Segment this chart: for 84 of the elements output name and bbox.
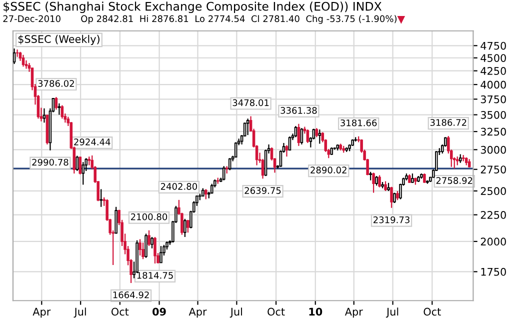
candlestick xyxy=(154,236,156,264)
candlestick xyxy=(13,48,16,65)
candlestick xyxy=(396,190,399,201)
annotation: 2639.75 xyxy=(244,187,281,194)
x-tick-label: Jul xyxy=(386,308,398,318)
candlestick xyxy=(285,144,288,158)
candlestick xyxy=(58,102,61,116)
candlestick xyxy=(306,128,310,144)
x-tick-label: Oct xyxy=(112,308,129,316)
candlestick xyxy=(184,218,186,238)
candlestick xyxy=(142,242,144,260)
annotation: 2758.92 xyxy=(436,177,472,184)
y-tick-label: 4250 xyxy=(480,67,506,75)
annotation: 3186.72 xyxy=(430,119,466,126)
candlestick xyxy=(186,219,190,234)
candlestick xyxy=(54,96,58,110)
x-tick-label: Jul xyxy=(230,308,242,318)
text: Op 2842.81 Hi 2876.81 Lo 2774.54 Cl 2781.40 Chg -53.75 (-1.90%) xyxy=(81,15,397,24)
candlestick xyxy=(222,166,226,181)
annotation: 3361.38 xyxy=(280,107,317,114)
annotation: 2319.73 xyxy=(374,216,410,224)
y-tick-label: 4500 xyxy=(480,54,506,62)
candlestick xyxy=(300,128,304,145)
chart-subtitle: 27-Dec-2010 xyxy=(3,15,60,22)
y-tick-label: 2250 xyxy=(480,211,506,219)
candlestick xyxy=(138,238,142,256)
candlestick xyxy=(384,180,387,192)
candlestick xyxy=(234,142,238,158)
candlestick xyxy=(148,230,150,247)
annotation: 2924.44 xyxy=(74,138,110,146)
x-tick-label: Apr xyxy=(32,308,51,318)
candlestick xyxy=(315,128,318,138)
candlestick xyxy=(100,188,102,208)
x-tick-label: Apr xyxy=(344,308,363,318)
candlestick xyxy=(60,104,64,120)
candlestick xyxy=(246,118,250,136)
candlestick xyxy=(150,236,154,249)
annotation: 2990.78 xyxy=(32,158,68,166)
candlestick xyxy=(160,245,162,264)
candlestick xyxy=(372,172,375,194)
candlestick xyxy=(390,186,393,208)
x-tick-label: 10 xyxy=(309,308,322,316)
candlestick xyxy=(411,172,414,184)
candlestick xyxy=(297,123,300,146)
y-tick-label: 2750 xyxy=(480,166,506,174)
candlestick xyxy=(82,162,85,186)
candlestick xyxy=(423,172,426,184)
x-tick-label: Oct xyxy=(424,308,441,316)
annotation: 1664.92 xyxy=(113,291,149,298)
candlestick xyxy=(318,128,322,144)
annotation: 2890.02 xyxy=(310,166,346,174)
annotation: 3478.01 xyxy=(232,99,269,106)
y-tick-label: 3250 xyxy=(480,128,506,136)
annotation: 3786.02 xyxy=(38,80,74,87)
y-tick-label: 3500 xyxy=(480,110,506,119)
y-tick-label: 4750 xyxy=(480,42,506,50)
candlestick xyxy=(76,155,79,172)
candlestick xyxy=(114,206,118,234)
y-tick-label: 3750 xyxy=(480,95,506,104)
annotation: 2100.80 xyxy=(131,213,168,220)
y-tick-label: 2500 xyxy=(480,187,506,196)
x-tick-label: Jul xyxy=(74,308,86,318)
candlestick xyxy=(228,158,232,171)
y-tick-label: 1750 xyxy=(481,268,506,276)
candlestick xyxy=(294,125,298,138)
x-tick-label: Apr xyxy=(188,308,207,318)
candlestick xyxy=(144,233,148,258)
y-tick-label: 4000 xyxy=(480,80,506,89)
x-tick-label: Oct xyxy=(268,308,285,316)
candlestick xyxy=(288,136,292,151)
candlestick xyxy=(22,54,25,68)
candlestick xyxy=(378,174,381,188)
candlestick xyxy=(375,175,378,186)
chart-title: $SSEC (Shanghai Stock Exchange Composite Index (EOD)) INDX xyxy=(4,2,382,14)
candlestick xyxy=(16,48,19,58)
y-tick-label: 2000 xyxy=(480,238,506,246)
x-tick-label: 09 xyxy=(152,308,166,316)
annotation: 3181.66 xyxy=(340,119,377,126)
annotation: 1814.75 xyxy=(137,272,173,279)
candlestick xyxy=(78,156,82,175)
annotation: 2402.80 xyxy=(160,183,198,190)
candlestick xyxy=(204,188,208,200)
y-tick-label: 3000 xyxy=(480,146,506,154)
annotation: $SSEC (Weekly) xyxy=(18,34,100,46)
